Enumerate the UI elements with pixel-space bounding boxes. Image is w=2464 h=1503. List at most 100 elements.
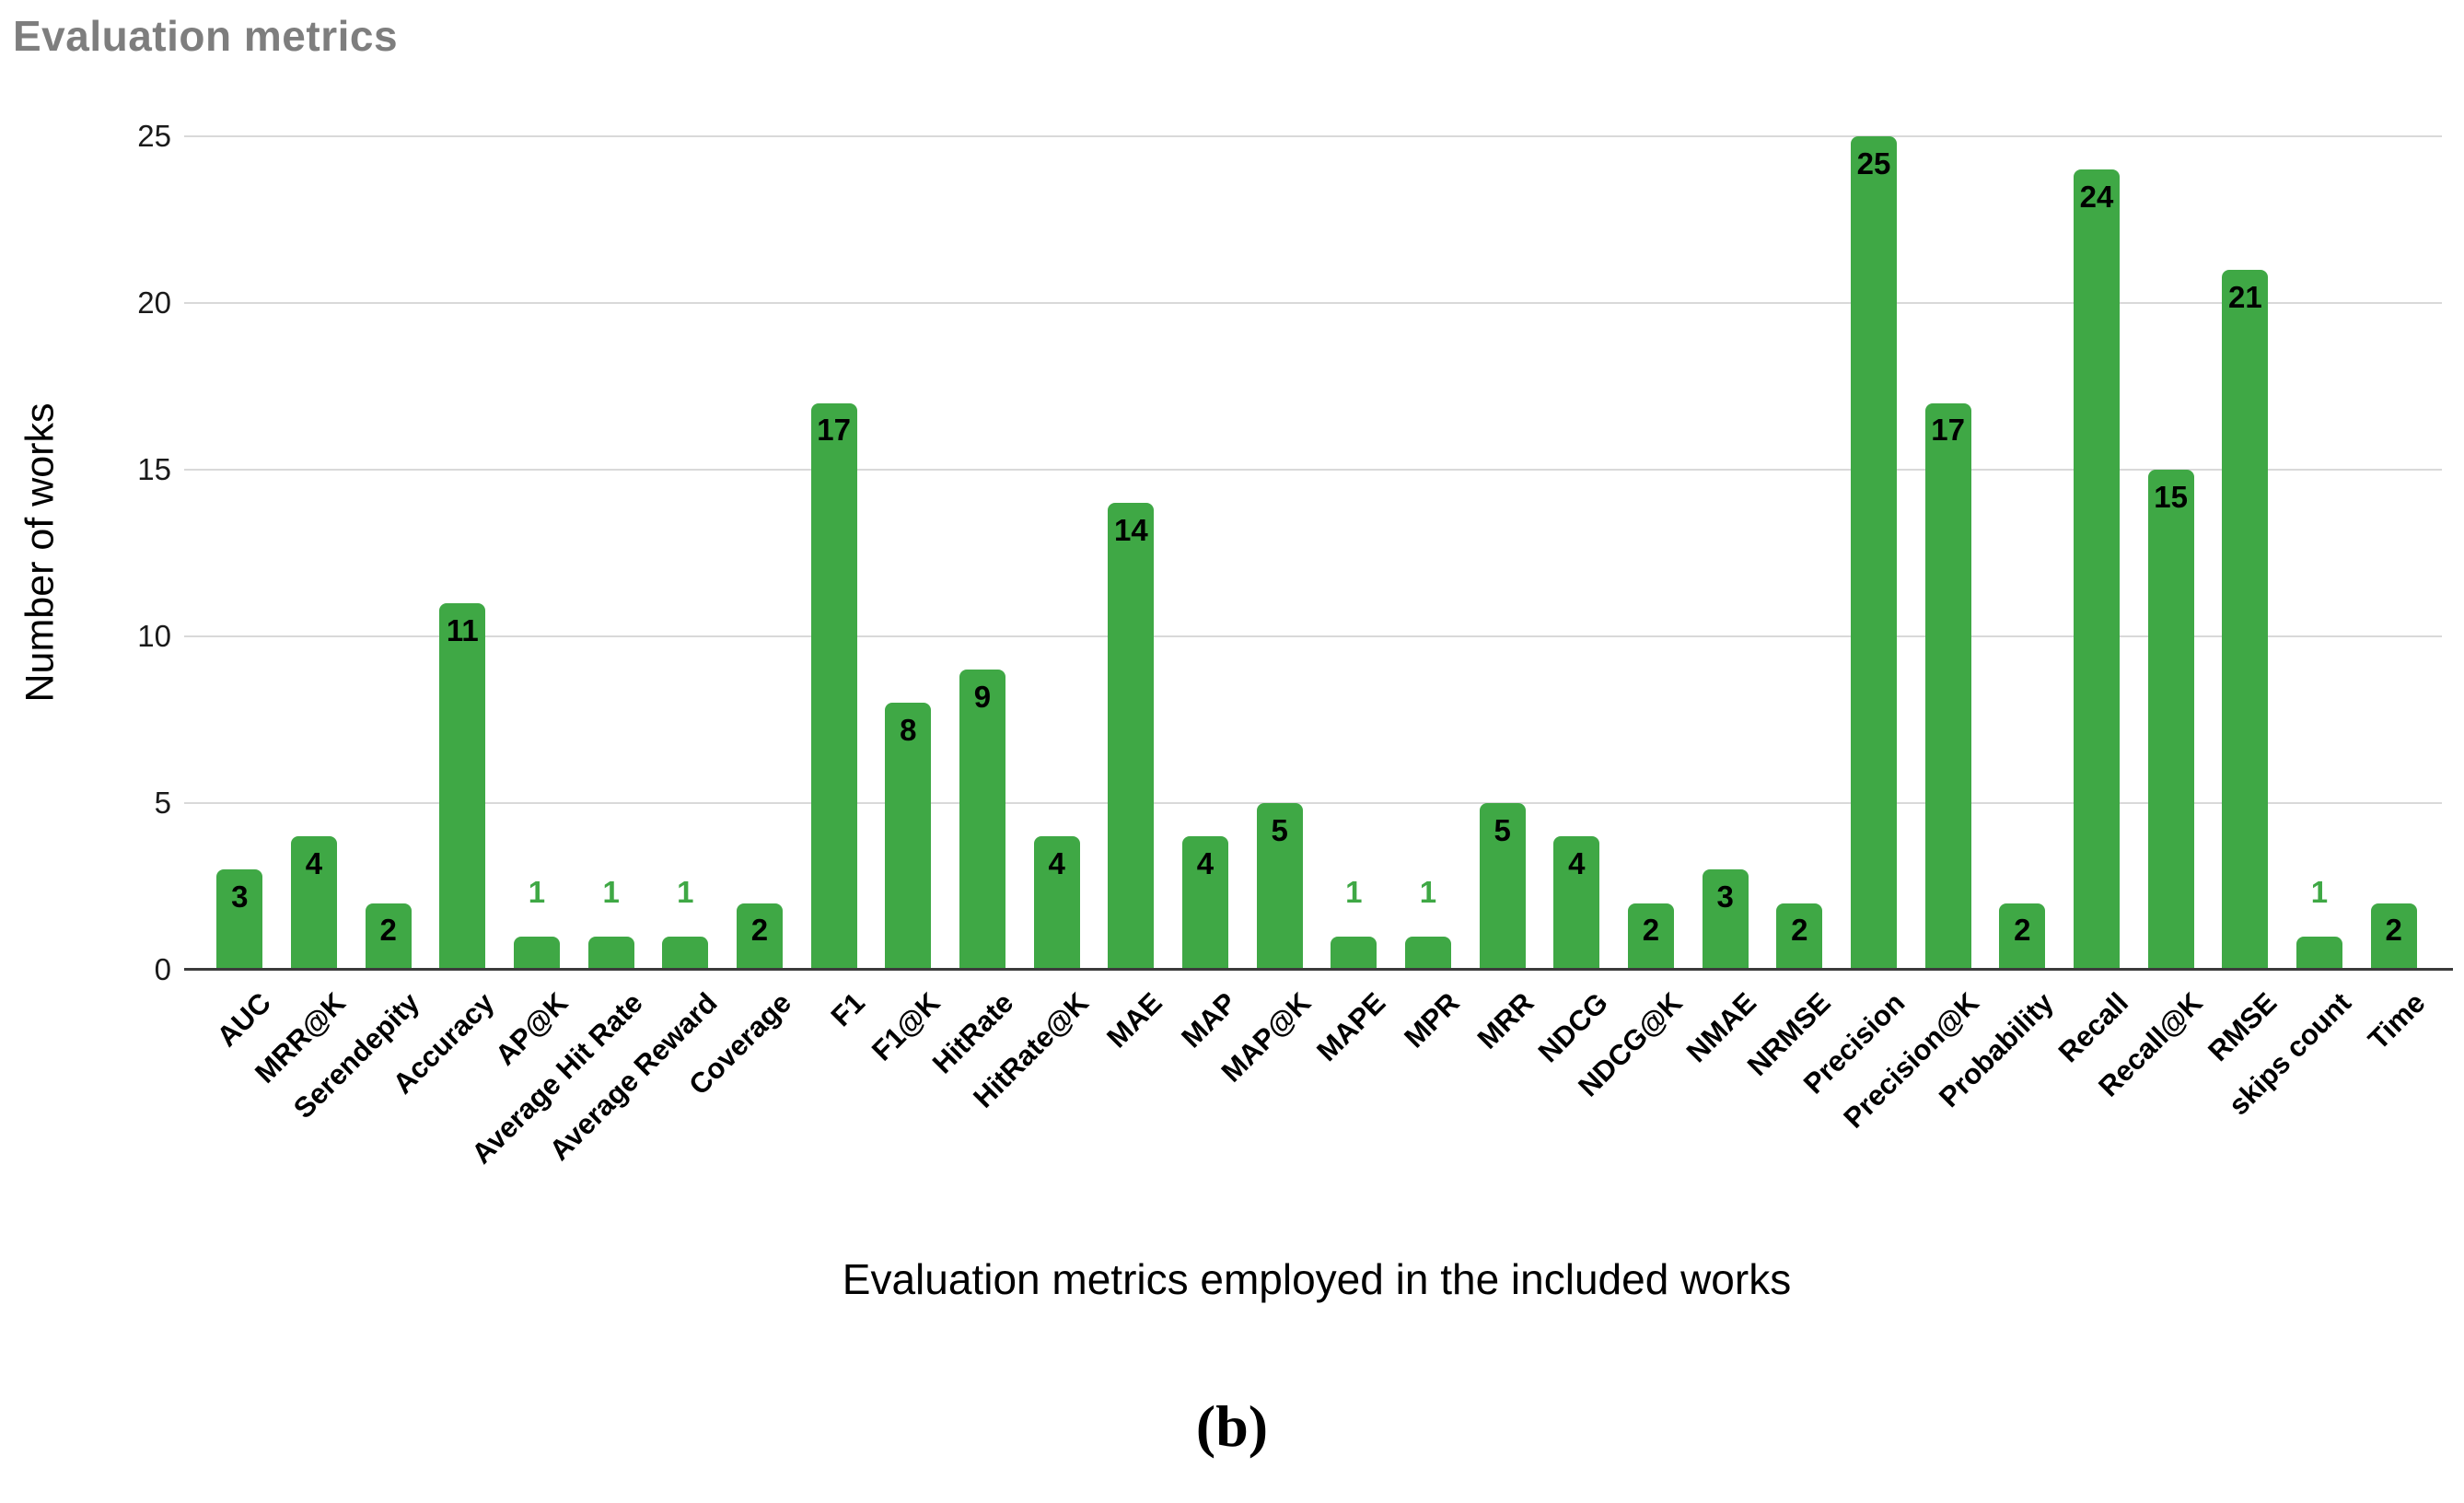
bar-RMSE <box>2222 269 2269 970</box>
bar-AUC <box>216 869 263 970</box>
bar-value-AP@K: 1 <box>528 874 546 909</box>
bar-slot-MAE: 14 MAE <box>1094 136 1168 1054</box>
bar-value-Precision@K: 17 <box>1931 413 1966 448</box>
bar-slot-Average Reward: 1 Average Reward <box>542 136 723 1167</box>
chart-title: Evaluation metrics <box>13 12 399 60</box>
bar-HitRate <box>959 670 1005 970</box>
x-axis-title: Evaluation metrics employed in the inclu… <box>842 1255 1792 1303</box>
bar-value-RMSE: 21 <box>2227 279 2262 314</box>
bar-value-HitRate: 9 <box>973 679 992 714</box>
bar-MAP <box>1181 836 1228 970</box>
bar-slot-NDCG@K: 2 NDCG@K <box>1572 136 1689 1102</box>
bar-slot-RMSE: 21 RMSE <box>2202 136 2283 1067</box>
bar-value-Coverage: 2 <box>750 913 769 948</box>
gridline-y25 <box>184 135 2442 137</box>
bar-MPR <box>1404 936 1451 970</box>
x-tick-label: MAPE <box>1309 986 1392 1068</box>
bar-slot-Recall: 24 Recall <box>2051 136 2134 1068</box>
bar-slot-HitRate@K: 4 HitRate@K <box>967 136 1094 1114</box>
bar-value-Recall: 24 <box>2079 179 2114 214</box>
bar-slot-Coverage: 2 Coverage <box>682 136 797 1101</box>
y-axis-title: Number of works <box>17 402 63 703</box>
bar-value-MAP: 4 <box>1196 845 1215 880</box>
bar-NDCG <box>1553 836 1600 970</box>
bar-slot-MAPE: 1 MAPE <box>1310 136 1391 1067</box>
bar-value-skips count: 1 <box>2310 874 2329 909</box>
bar-skips count <box>2295 936 2342 970</box>
bar-slot-Recall@K: 15 Recall@K <box>2092 136 2208 1103</box>
gridline-y10 <box>184 635 2442 637</box>
bar-value-Accuracy: 11 <box>446 612 479 647</box>
bar-value-MAPE: 1 <box>1345 874 1363 909</box>
x-axis-line <box>184 968 2453 971</box>
bar-Average Reward <box>662 936 709 970</box>
bar-slot-Average Hit Rate: 1 Average Hit Rate <box>465 136 648 1171</box>
bar-value-MAP@K: 5 <box>1271 812 1288 847</box>
y-tick-0: 0 <box>154 952 171 986</box>
bar-value-F1@K: 8 <box>900 713 917 748</box>
bar-slot-Precision: 25 Precision <box>1797 136 1912 1100</box>
bar-slot-NDCG: 4 NDCG <box>1532 136 1614 1068</box>
bar-slot-Probability: 2 Probability <box>1933 136 2060 1113</box>
x-tick-label: MRR <box>1470 986 1540 1055</box>
y-tick-15: 15 <box>137 452 171 486</box>
y-tick-25: 25 <box>137 119 171 153</box>
bar-slot-AP@K: 1 AP@K <box>489 136 574 1072</box>
bar-slot-HitRate: 9 HitRate <box>926 136 1020 1079</box>
bar-Probability <box>1999 903 2046 970</box>
bar-Recall@K <box>2147 470 2194 970</box>
bar-MAP@K <box>1256 803 1303 970</box>
bar-slot-MAP: 4 MAP <box>1168 136 1243 1054</box>
bar-slot-Precision@K: 17 Precision@K <box>1838 136 1985 1135</box>
bar-value-NDCG@K: 2 <box>1642 913 1660 948</box>
bar-slot-AUC: 3 AUC <box>203 136 277 1053</box>
bar-F1 <box>810 402 857 970</box>
bar-value-MRR@K: 4 <box>305 845 323 880</box>
bar-slot-MPR: 1 MPR <box>1391 136 1465 1054</box>
bar-slot-Time: 2 Time <box>2356 136 2431 1056</box>
bar-NRMSE <box>1776 903 1823 970</box>
bar-MRR@K <box>290 836 337 970</box>
bar-slot-Accuracy: 11 Accuracy <box>387 136 500 1100</box>
bar-value-Serendepity: 2 <box>379 913 397 948</box>
bar-value-Average Hit Rate: 1 <box>602 874 620 909</box>
bar-value-NMAE: 3 <box>1716 880 1734 915</box>
x-tick-label: F1 <box>825 986 872 1033</box>
bar-MAE <box>1108 503 1155 970</box>
bar-value-MPR: 1 <box>1419 874 1437 909</box>
bar-AP@K <box>513 936 560 970</box>
bar-value-MAE: 14 <box>1113 512 1148 547</box>
plot-area: 0 5 10 15 20 25 3 AUC 4 MRR@K 2 Serendepity 11 Accura… <box>137 119 2453 1171</box>
gridline-y15 <box>184 469 2442 471</box>
bar-value-NRMSE: 2 <box>1791 913 1808 948</box>
bar-MRR <box>1479 803 1526 970</box>
bar-Recall <box>2073 169 2120 970</box>
bar-value-HitRate@K: 4 <box>1048 845 1065 880</box>
bar-slot-MAP@K: 5 MAP@K <box>1215 136 1317 1089</box>
x-tick-label: Time <box>2361 986 2432 1056</box>
bar-Time <box>2370 903 2417 970</box>
bar-value-MRR: 5 <box>1494 812 1511 847</box>
x-tick-label: MPR <box>1398 986 1466 1054</box>
x-tick-label: AUC <box>210 986 278 1054</box>
bar-Coverage <box>736 903 783 970</box>
bar-slot-MRR: 5 MRR <box>1465 136 1540 1055</box>
bar-slot-NRMSE: 2 NRMSE <box>1741 136 1837 1082</box>
gridline-y20 <box>184 302 2442 304</box>
bar-value-Time: 2 <box>2385 913 2402 948</box>
figure-caption: (b) <box>1195 1393 1269 1459</box>
bar-slot-Serendepity: 2 Serendepity <box>287 136 425 1124</box>
bar-HitRate@K <box>1033 836 1080 970</box>
bar-value-F1: 17 <box>817 413 852 448</box>
y-tick-20: 20 <box>137 285 171 320</box>
bar-slot-F1@K: 8 F1@K <box>866 136 946 1067</box>
bar-value-Recall@K: 15 <box>2154 479 2189 514</box>
bar-value-NDCG: 4 <box>1568 845 1586 880</box>
bar-Precision <box>1850 136 1897 970</box>
x-tick-label: MAE <box>1100 986 1169 1054</box>
bar-NMAE <box>1702 869 1749 970</box>
y-tick-10: 10 <box>137 619 171 653</box>
gridline-y5 <box>184 802 2442 804</box>
bar-MAPE <box>1331 936 1377 970</box>
bar-slot-F1: 17 F1 <box>796 136 871 1032</box>
